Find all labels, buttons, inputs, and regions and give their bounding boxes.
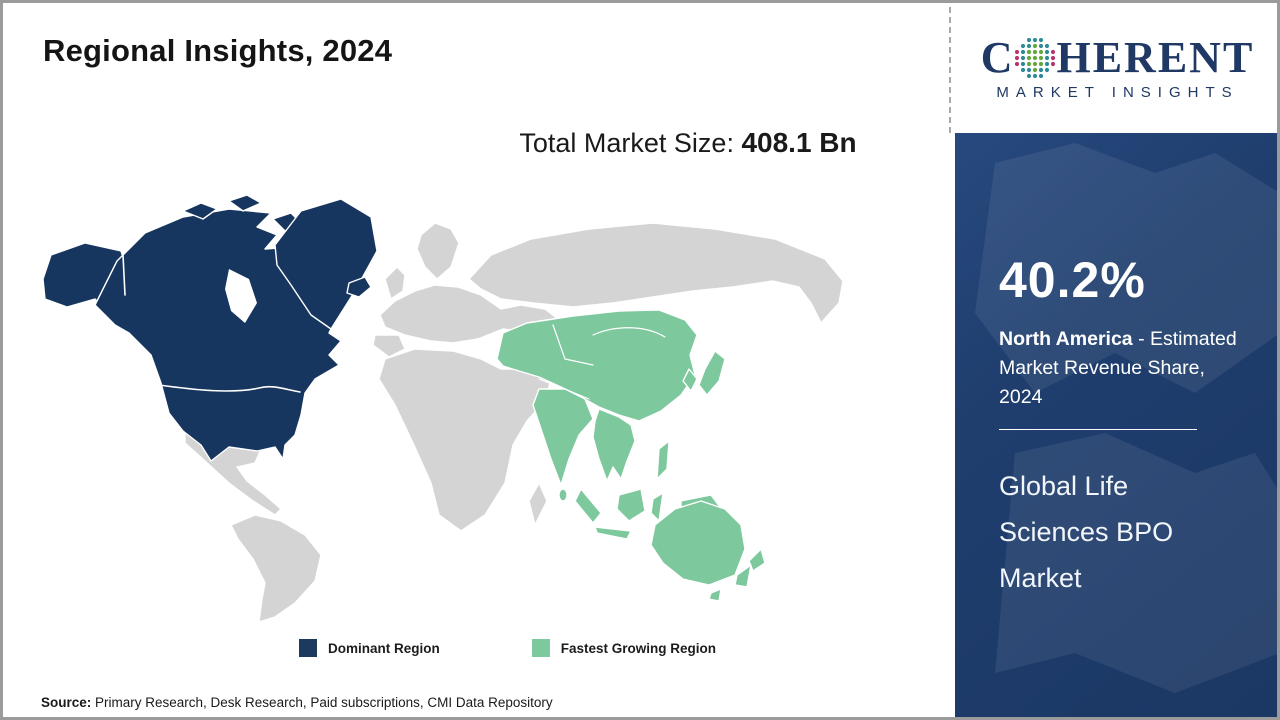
world-map-svg — [42, 194, 844, 623]
region-indochina — [592, 408, 636, 482]
legend-item-dominant: Dominant Region — [299, 639, 440, 657]
region-japan — [698, 350, 726, 396]
map-water-and-borders — [122, 254, 301, 393]
total-market-size: Total Market Size: 408.1 Bn — [423, 127, 953, 159]
region-korea — [682, 368, 698, 392]
region-java — [594, 526, 632, 540]
dominant-region-swatch — [299, 639, 317, 657]
fastest-growing-region-label: Fastest Growing Region — [560, 640, 717, 656]
region-arctic-island-1 — [182, 202, 218, 220]
region-india — [532, 388, 594, 486]
revenue-share-region: North America — [999, 328, 1133, 350]
total-market-size-value: 408.1 Bn — [741, 127, 857, 158]
market-name: Global Life Sciences BPO Market — [999, 471, 1174, 593]
region-new-zealand-south — [734, 564, 752, 588]
region-madagascar — [528, 482, 548, 526]
world-map — [33, 183, 945, 625]
page-title: Regional Insights, 2024 — [43, 33, 393, 68]
region-sumatra — [574, 488, 602, 524]
region-new-zealand-north — [748, 548, 766, 572]
region-central-asia-china — [496, 309, 698, 422]
panel-map-texture — [975, 143, 1277, 693]
dominant-regions — [42, 194, 378, 462]
region-britain — [384, 266, 406, 300]
region-sri-lanka — [558, 488, 568, 502]
region-arctic-island-2 — [228, 194, 262, 212]
region-iberia — [372, 334, 406, 358]
brand-logo-wordmark: C — [980, 32, 1255, 82]
logo-text-suffix: HERENT — [1056, 32, 1255, 82]
legend-item-growing: Fastest Growing Region — [531, 639, 717, 657]
source-line: Source: Primary Research, Desk Research,… — [41, 695, 553, 710]
revenue-share-text: - Estimated Market Revenue Share, 2024 — [999, 328, 1237, 408]
region-borneo — [616, 488, 646, 522]
border-usa-canada — [158, 384, 301, 393]
region-canada-usa — [94, 208, 342, 462]
stats-side-panel: 40.2% North America - Estimated Market R… — [955, 133, 1277, 717]
dominant-region-label: Dominant Region — [328, 640, 440, 656]
brand-logo: C — [955, 3, 1277, 133]
region-russia — [468, 222, 844, 324]
panel-divider — [999, 429, 1197, 430]
region-iceland — [346, 276, 372, 298]
hudson-bay — [225, 269, 257, 323]
revenue-share-value: 40.2% — [999, 252, 1146, 308]
region-africa — [378, 348, 552, 532]
source-text: Primary Research, Desk Research, Paid su… — [91, 695, 553, 710]
total-market-size-label: Total Market Size: — [519, 128, 742, 158]
border-kazakhstan-china — [552, 324, 594, 366]
region-south-america — [230, 514, 322, 623]
map-legend: Dominant Region Fastest Growing Region — [299, 639, 716, 657]
globe-dots-icon — [1015, 37, 1056, 78]
border-mongolia — [592, 327, 666, 338]
border-alaska-canada — [122, 254, 126, 296]
region-philippines — [656, 440, 670, 480]
source-label: Source: — [41, 695, 92, 710]
logo-text-prefix: C — [980, 32, 1015, 82]
region-australia — [650, 500, 746, 586]
fastest-growing-regions — [496, 309, 766, 602]
border-india-china — [538, 378, 590, 400]
region-scandinavia — [416, 222, 460, 280]
brand-logo-subtitle: MARKET INSIGHTS — [996, 83, 1239, 101]
region-sulawesi — [650, 492, 664, 522]
header-dashed-divider — [949, 7, 951, 133]
fastest-growing-region-swatch — [531, 639, 550, 657]
revenue-share-description: North America - Estimated Market Revenue… — [999, 325, 1247, 412]
region-tasmania — [708, 588, 722, 602]
